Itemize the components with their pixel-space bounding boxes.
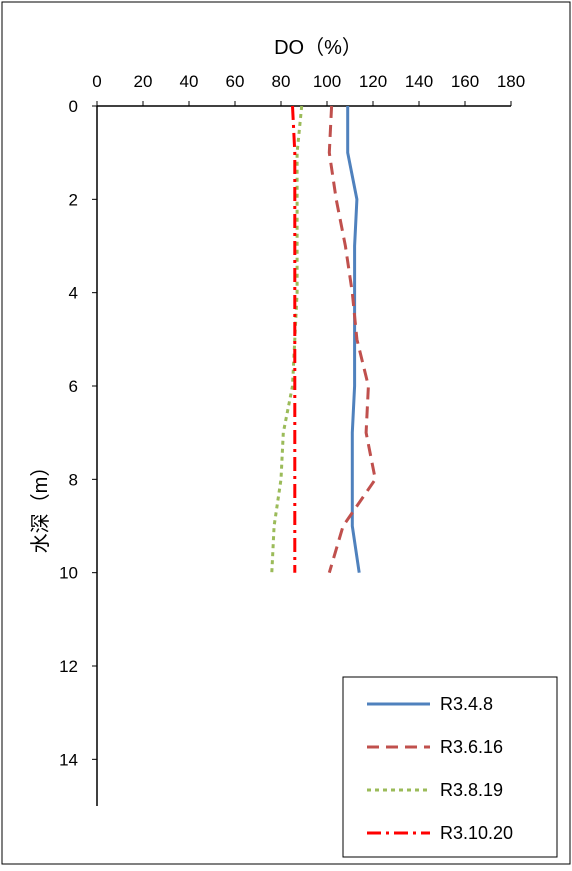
x-axis-title: DO（%） — [274, 36, 362, 59]
series-line-R3-6-16 — [327, 105, 377, 574]
x-tick-label: 40 — [180, 72, 199, 91]
x-tick-label: 160 — [451, 72, 479, 91]
x-tick-label: 80 — [272, 72, 291, 91]
series-line-R3-10-20 — [291, 105, 297, 573]
y-axis-title: 水深（m） — [29, 457, 52, 554]
x-tick-label: 120 — [359, 72, 387, 91]
x-tick-label: 140 — [405, 72, 433, 91]
y-tick-label: 0 — [69, 97, 78, 116]
y-tick-label: 10 — [59, 564, 78, 583]
y-tick-label: 4 — [69, 284, 78, 303]
legend-label: R3.8.19 — [440, 780, 503, 800]
axis-titles: DO（%） 水深（m） — [29, 36, 362, 553]
y-tick-label: 14 — [59, 750, 78, 769]
x-tick-label: 100 — [313, 72, 341, 91]
legend-box — [342, 676, 558, 858]
y-tick-label: 8 — [69, 470, 78, 489]
series-line-R3-8-19 — [270, 105, 304, 573]
legend: R3.4.8 R3.6.16 R3.8.19 R3.10.20 — [342, 676, 558, 858]
legend-label: R3.6.16 — [440, 737, 503, 757]
x-tick-label: 60 — [226, 72, 245, 91]
legend-label: R3.4.8 — [440, 694, 493, 714]
y-tick-label: 2 — [69, 190, 78, 209]
series-line-R3-4-8 — [346, 106, 361, 573]
x-tick-label: 20 — [134, 72, 153, 91]
y-tick-label: 12 — [59, 657, 78, 676]
legend-label: R3.10.20 — [440, 823, 513, 843]
y-tick-label: 6 — [69, 377, 78, 396]
series-layer — [270, 105, 377, 574]
axes-layer: 0 20 40 60 80 100 120 140 160 180 0 2 4 6 8 10 12 14 — [59, 72, 525, 806]
x-tick-label: 0 — [92, 72, 101, 91]
x-tick-label: 180 — [497, 72, 525, 91]
